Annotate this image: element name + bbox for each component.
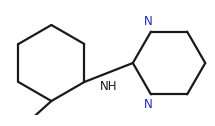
Text: NH: NH — [100, 81, 117, 93]
Text: N: N — [144, 98, 152, 111]
Text: N: N — [144, 15, 152, 28]
